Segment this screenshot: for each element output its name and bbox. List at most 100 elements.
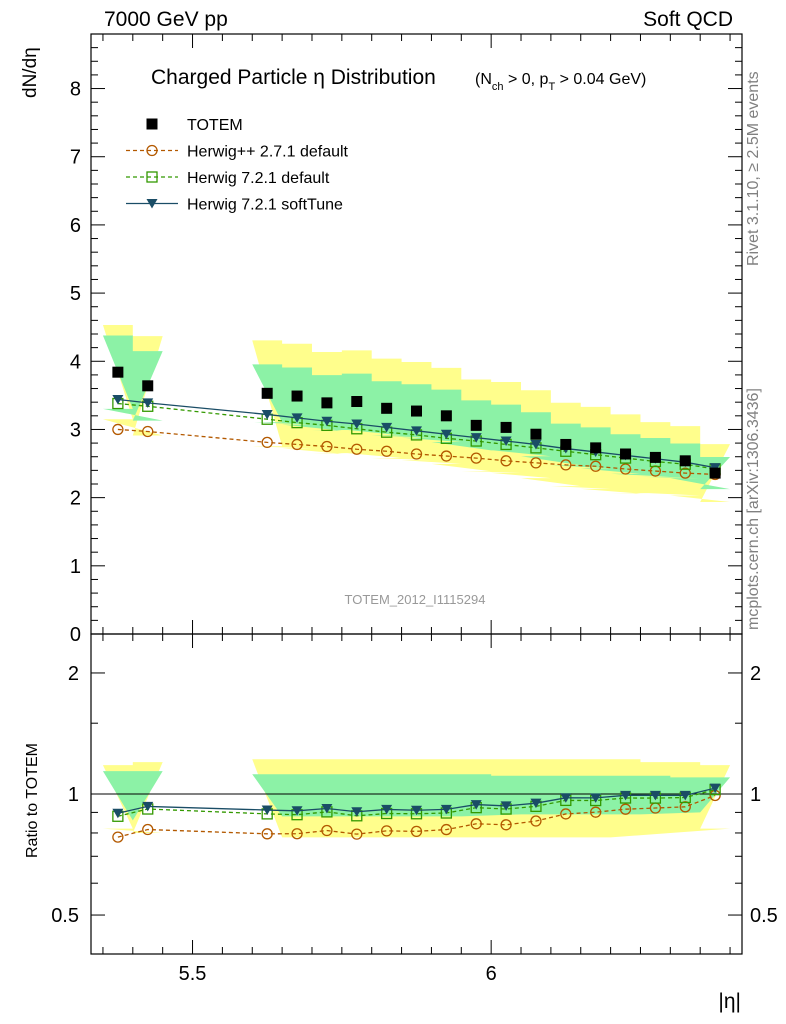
y-tick-label: 6 bbox=[70, 215, 81, 237]
ratio-tick-label: 0.5 bbox=[51, 905, 79, 927]
series-0-point bbox=[321, 440, 333, 453]
ratio-0-point bbox=[142, 823, 154, 836]
ratio-2-point bbox=[530, 798, 542, 809]
data-point bbox=[321, 397, 333, 409]
ratio-tick-label: 1 bbox=[68, 784, 79, 806]
legend-label: Herwig 7.2.1 default bbox=[187, 170, 330, 187]
y-tick-label: 4 bbox=[70, 351, 81, 373]
series-0-point bbox=[142, 425, 154, 438]
series-0-point bbox=[560, 459, 572, 471]
ratio-2-point bbox=[620, 790, 632, 801]
ratio-2-point bbox=[381, 804, 393, 815]
legend: TOTEM Herwig++ 2.7.1 default Herwig 7.2.1 … bbox=[126, 117, 349, 214]
y-tick-label: 1 bbox=[70, 556, 81, 578]
ratio-0-point bbox=[590, 806, 602, 818]
header-right: Soft QCD bbox=[643, 8, 733, 31]
series-0-point bbox=[440, 450, 453, 462]
ratio-2-point bbox=[440, 804, 452, 815]
data-point bbox=[261, 387, 273, 399]
ratio-tick-label-right: 2 bbox=[750, 663, 761, 685]
data-point bbox=[620, 448, 632, 460]
ratio-0-point bbox=[560, 808, 572, 820]
y-tick-label: 5 bbox=[70, 283, 81, 305]
main-band-band_inner-1 bbox=[252, 364, 731, 490]
main-uncertainty-bands bbox=[102, 325, 731, 503]
chart-title: Charged Particle η Distribution bbox=[151, 66, 436, 89]
data-point bbox=[381, 402, 393, 414]
watermark-label: TOTEM_2012_I1115294 bbox=[345, 592, 486, 607]
data-point bbox=[142, 380, 154, 392]
data-point bbox=[649, 451, 661, 463]
ratio-series-layer bbox=[112, 783, 721, 843]
data-point bbox=[709, 467, 721, 479]
y-axis-label: dN/dη bbox=[20, 47, 41, 98]
ratio-2-point bbox=[321, 803, 333, 814]
series-0-point bbox=[410, 448, 423, 460]
series-0-point bbox=[291, 438, 303, 451]
ratio-tick-label: 2 bbox=[68, 663, 79, 685]
data-point bbox=[679, 455, 691, 467]
ratio-2-point bbox=[649, 790, 661, 801]
ratio-0-point bbox=[380, 825, 393, 837]
y-tick-label: 2 bbox=[70, 488, 81, 510]
ratio-2-point bbox=[679, 790, 691, 801]
ratio-0-point bbox=[112, 831, 124, 843]
ratio-tick-label-right: 1 bbox=[750, 784, 761, 806]
series-0-point bbox=[500, 455, 512, 467]
data-point bbox=[470, 419, 482, 431]
ratio-0-point bbox=[291, 828, 303, 840]
series-0-point bbox=[351, 443, 363, 455]
main-series-layer bbox=[112, 366, 721, 481]
data-point bbox=[112, 366, 124, 378]
ratio-2-point bbox=[112, 808, 124, 819]
series-0-point bbox=[530, 457, 542, 469]
ratio-0-point bbox=[410, 825, 423, 838]
series-0-point bbox=[112, 423, 124, 436]
ratio-band-band_inner-0 bbox=[102, 771, 163, 821]
ratio-line-2 bbox=[117, 787, 716, 814]
ratio-0-point bbox=[530, 815, 542, 827]
ratio-0-point bbox=[321, 824, 333, 837]
series-2-point bbox=[500, 436, 512, 447]
ratio-2-point bbox=[351, 807, 363, 817]
data-point bbox=[351, 396, 363, 407]
data-point bbox=[590, 442, 602, 454]
series-2-point bbox=[321, 416, 333, 427]
series-2-point bbox=[381, 422, 393, 433]
legend-label: Herwig++ 2.7.1 default bbox=[187, 144, 349, 161]
series-2-point bbox=[291, 413, 303, 423]
ratio-2-point bbox=[411, 805, 422, 816]
data-point bbox=[560, 438, 572, 450]
ratio-0-point bbox=[619, 803, 632, 815]
series-0-point bbox=[380, 445, 393, 457]
ratio-2-point bbox=[291, 806, 303, 816]
ratio-y-axis-label: Ratio to TOTEM bbox=[24, 743, 41, 858]
ratio-0-point bbox=[470, 818, 482, 830]
series-0-point bbox=[619, 463, 632, 475]
ratio-2-point bbox=[590, 793, 602, 803]
series-2-point bbox=[112, 394, 124, 405]
x-axis-label: |η| bbox=[718, 990, 741, 1013]
axes-layer: 0 1 2 3 4 5 6 7 8 0.5 0.5 1 1 2 2 5.5 6 bbox=[51, 33, 778, 985]
ratio-2-point bbox=[470, 800, 482, 810]
series-2-point bbox=[261, 409, 273, 420]
y-tick-label: 7 bbox=[70, 147, 81, 169]
ratio-2-point bbox=[560, 793, 572, 803]
ratio-0-point bbox=[261, 828, 273, 840]
ratio-2-point bbox=[261, 805, 273, 816]
main-band-band_inner-0 bbox=[102, 335, 163, 421]
y-tick-label: 3 bbox=[70, 419, 81, 441]
data-point bbox=[411, 405, 422, 417]
y-tick-label: 0 bbox=[70, 624, 81, 646]
legend-marker bbox=[146, 171, 158, 183]
legend-marker bbox=[146, 144, 158, 157]
chart-title-cuts: (Nch > 0, pT > 0.04 GeV) bbox=[475, 71, 646, 93]
series-2-point bbox=[351, 419, 363, 429]
ratio-2-point bbox=[500, 801, 512, 811]
legend-item: TOTEM bbox=[146, 117, 243, 134]
ratio-0-point bbox=[440, 823, 453, 836]
x-tick-label: 6 bbox=[486, 963, 497, 985]
ratio-0-point bbox=[351, 828, 363, 840]
ratio-0-point bbox=[500, 819, 512, 831]
